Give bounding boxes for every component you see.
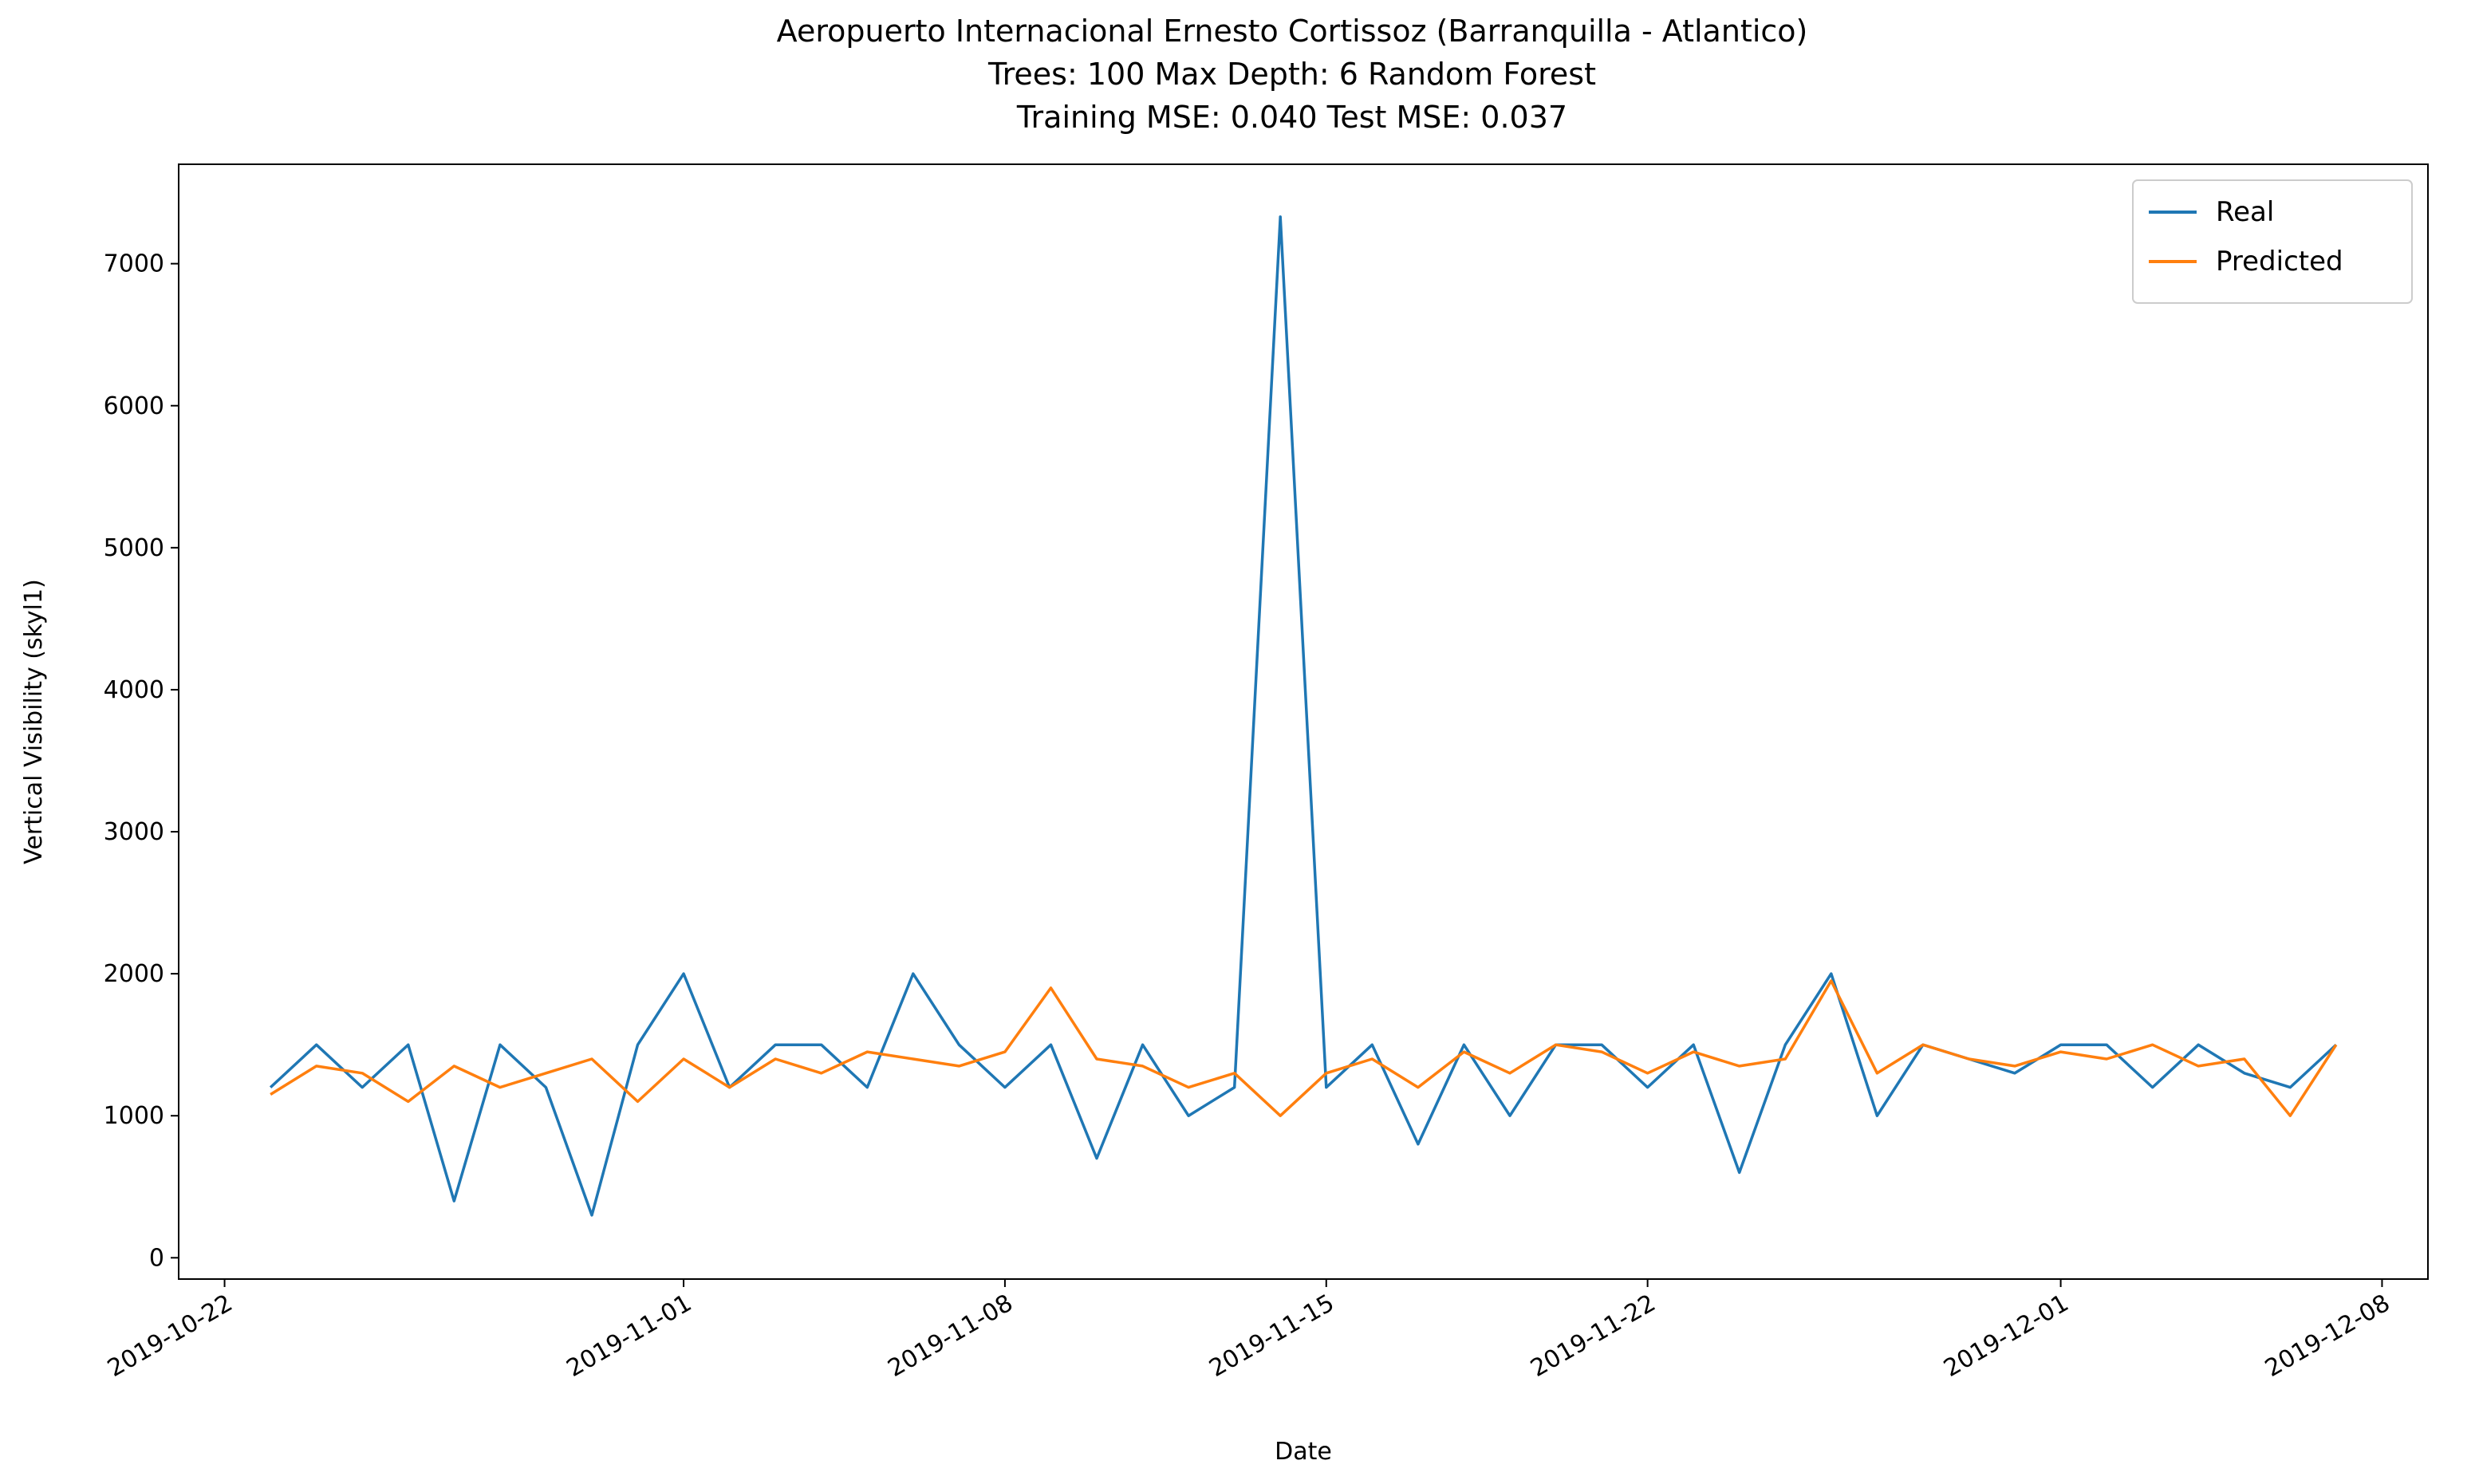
y-tick-label: 2000 bbox=[104, 960, 164, 988]
data-line bbox=[269, 215, 2338, 1217]
x-tick-label: 2019-11-15 bbox=[1204, 1289, 1338, 1383]
chart-title: Training MSE: 0.040 Test MSE: 0.037 bbox=[1016, 100, 1567, 135]
x-tick-label: 2019-11-08 bbox=[883, 1289, 1017, 1383]
legend-label: Predicted bbox=[2216, 246, 2343, 278]
y-axis-label: Vertical Visibility (skyl1) bbox=[20, 579, 48, 864]
plot-frame bbox=[178, 163, 2429, 1280]
legend-box bbox=[2132, 179, 2413, 304]
y-tick-label: 4000 bbox=[104, 676, 164, 704]
y-tick-label: 5000 bbox=[104, 534, 164, 562]
x-tick-label: 2019-12-01 bbox=[1939, 1289, 2073, 1383]
chart-title: Trees: 100 Max Depth: 6 Random Forest bbox=[987, 57, 1596, 92]
x-tick-label: 2019-12-08 bbox=[2260, 1289, 2394, 1383]
x-axis-label: Date bbox=[1275, 1438, 1332, 1466]
x-tick-label: 2019-10-22 bbox=[103, 1289, 237, 1383]
x-tick-label: 2019-11-01 bbox=[562, 1289, 696, 1383]
y-tick-label: 7000 bbox=[104, 250, 164, 278]
y-tick-label: 1000 bbox=[104, 1102, 164, 1130]
data-line bbox=[270, 979, 2338, 1117]
chart-title: Aeropuerto Internacional Ernesto Cortiss… bbox=[777, 14, 1808, 49]
legend-label: Real bbox=[2216, 196, 2274, 228]
y-tick-label: 3000 bbox=[104, 818, 164, 846]
x-tick-label: 2019-11-22 bbox=[1526, 1289, 1660, 1383]
y-tick-label: 6000 bbox=[104, 392, 164, 420]
y-tick-label: 0 bbox=[149, 1244, 164, 1272]
